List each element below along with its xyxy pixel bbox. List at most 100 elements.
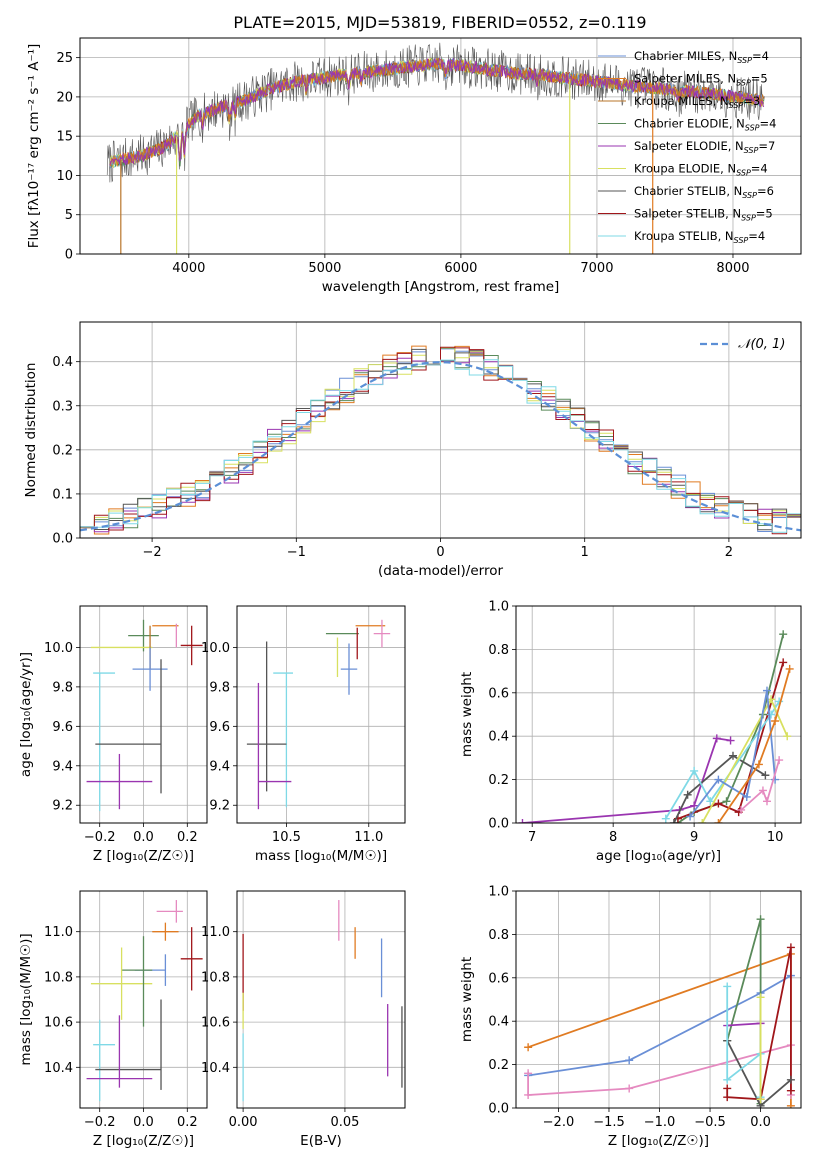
tick-label-y: 10.0 [201,641,230,656]
tick-label-x: 0.0 [133,830,154,845]
axes-frame [79,37,802,255]
mass-weight-line [527,974,792,1077]
tick-label-y: 10.8 [201,970,230,985]
tick-label-x: 9 [690,830,698,845]
tick-label-y: 0.6 [488,971,509,986]
legend-label-name: Chabrier MILES, N [634,49,737,63]
tick-label-x: 2 [725,545,733,560]
legend-label-name: Kroupa MILES, N [634,94,729,108]
mass-weight-point [761,771,770,780]
legend-label-value: =6 [757,184,774,198]
mass-weight-point [756,993,765,1002]
legend-label: 𝒩(0, 1) [738,337,785,352]
plot-area-age-vs-mass [246,619,391,810]
tick-label-y: 1.0 [488,600,509,615]
axis-label-x: (data-model)/error [378,563,504,579]
mass-weight-point [742,792,751,801]
axes-mass-vs-Z: −0.2 0.0 0.2 10.4 10.6 10.8 11.0 Z [log₁₀(Z/Z☉)… [18,890,208,1149]
tick-label-y: 9.4 [52,759,73,774]
plot-area-mass-weight-vs-Z [524,915,795,1108]
tick-label-x: 8000 [716,261,749,276]
axis-label-y: age [log₁₀(age/yr)] [18,652,34,777]
tick-label-x: 7000 [580,261,613,276]
mass-weight-point [714,775,723,784]
legend-label: Salpeter ELODIE, NSSP=7 [634,139,775,155]
mass-weight-point [524,1043,533,1052]
tick-label-y: 11.0 [44,925,73,940]
tick-label-y: 0.3 [52,399,73,414]
tick-label-y: 10 [56,169,73,184]
legend-label-sub: SSP [744,146,759,155]
legend-label-value: =4 [760,117,777,131]
tick-label-y: 0.4 [488,1015,509,1030]
tick-label-y: 5 [65,208,73,223]
mass-weight-point [683,790,692,799]
axis-label-x: Z [log₁₀(Z/Z☉)] [93,1133,194,1149]
axes-age-vs-Z: −0.2 0.0 0.2 9.2 9.4 9.6 9.8 10.0 Z [log₁₀(Z/Z☉)… [18,605,208,864]
axis-label-y: Flux [fλ10⁻¹⁷ erg cm⁻² s⁻¹ A⁻¹] [26,44,42,249]
tick-label-x: 0.0 [133,1115,154,1130]
tick-label-y: 0.1 [52,487,73,502]
mass-weight-point [625,1056,634,1065]
legend-label-name: Chabrier STELIB, N [634,184,742,198]
normal-curve [80,361,801,532]
mass-weight-point [728,751,737,760]
mass-weight-point [625,1084,634,1093]
tick-label-x: 8 [609,830,617,845]
tick-label-x: −0.2 [84,1115,116,1130]
mass-weight-point [786,943,795,952]
tick-label-x: 10 [767,830,784,845]
legend-label-value: =3 [743,94,760,108]
legend-label-sub: SSP [736,169,751,178]
tick-label-y: 9.2 [209,799,230,814]
axes-frame [515,890,802,1109]
tick-label-y: 9.8 [209,680,230,695]
tick-label-x: 0 [436,545,444,560]
histogram-steps [80,359,801,538]
tick-label-y: 0.8 [488,643,509,658]
tick-label-x: 0.0 [750,1115,771,1130]
tick-label-x: 1 [581,545,589,560]
mass-weight-point [524,1090,533,1099]
tick-label-y: 0.0 [52,532,73,547]
tick-label-x: 10.5 [272,830,301,845]
mass-weight-point [737,805,746,814]
mass-weight-point [783,732,792,741]
tick-label-y: 10.0 [44,641,73,656]
legend-label-sub: SSP [745,124,760,133]
mass-weight-point [771,717,780,726]
tick-label-y: 9.8 [52,680,73,695]
axes-mass-weight-vs-age: 7 8 9 10 0.0 0.2 0.4 0.6 0.8 1.0 age [log₁₀(age/yr… [459,600,802,864]
legend-label-value: =7 [758,139,775,153]
tick-label-x: 0.2 [177,1115,198,1130]
plot-area-mass-vs-Z [86,900,203,1102]
tick-label-x: 7 [528,830,536,845]
mass-weight-line [717,668,791,823]
axes-frame [515,605,802,824]
tick-label-y: 9.6 [52,720,73,735]
legend-label: Chabrier MILES, NSSP=4 [634,49,769,65]
mass-weight-point [775,756,784,765]
axis-label-x: wavelength [Angstrom, rest frame] [322,279,560,295]
tick-label-x: 5000 [308,261,341,276]
plot-area-spectrum [106,42,765,254]
mass-weight-point [722,797,731,806]
mass-weight-point [785,664,794,673]
tick-label-x: −2.0 [543,1115,575,1130]
mass-weight-line [740,759,780,811]
axis-label-y: Normed distribution [23,363,39,498]
tick-label-y: 0.6 [488,686,509,701]
tick-label-x: 0.2 [177,830,198,845]
legend-label-sub: SSP [729,101,744,110]
mass-weight-point [754,760,763,769]
mass-weight-point [712,734,721,743]
mass-weight-point [723,1084,732,1093]
mass-weight-point [779,658,788,667]
legend-label-sub: SSP [736,79,751,88]
legend-label-value: =5 [751,72,768,86]
axis-label-y: mass [log₁₀(M/M☉)] [18,933,34,1065]
legend-label: Kroupa ELODIE, NSSP=4 [634,162,768,178]
legend-label-sub: SSP [742,191,757,200]
mass-weight-point [690,766,699,775]
